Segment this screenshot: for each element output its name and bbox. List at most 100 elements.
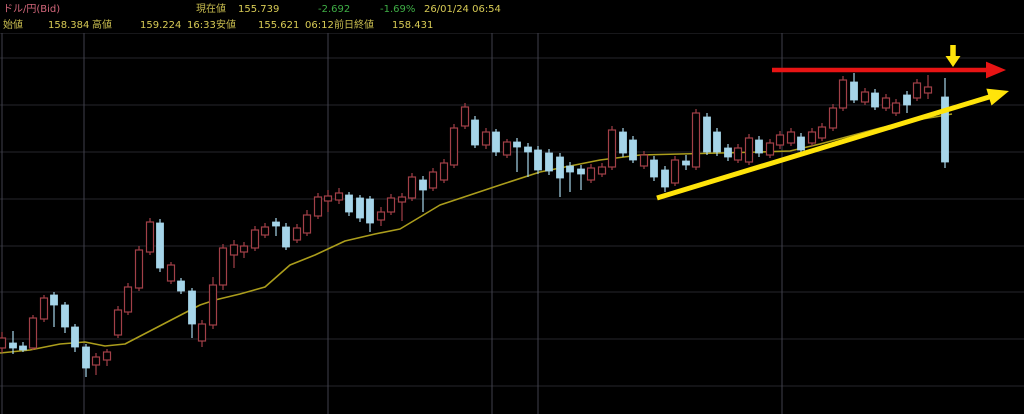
candle-body	[177, 280, 185, 292]
candle-body	[9, 342, 17, 349]
drop-marker-arrow[interactable]	[945, 45, 961, 67]
bearish-candle	[356, 195, 364, 222]
candle-body	[229, 244, 239, 256]
bearish-candle	[513, 138, 521, 172]
bearish-candle	[19, 342, 27, 352]
candle-body	[670, 159, 680, 184]
candle-body	[302, 214, 312, 234]
candle-body	[713, 131, 721, 153]
candle-body	[650, 159, 658, 178]
candle-body	[313, 196, 323, 217]
candle-body	[903, 94, 911, 106]
bullish-candle	[113, 306, 123, 338]
bearish-candle	[156, 219, 164, 272]
high-label: 高値	[92, 20, 112, 31]
bullish-candle	[838, 76, 848, 111]
bullish-candle	[639, 151, 649, 169]
current-price-value: 155.739	[238, 4, 280, 15]
bearish-candle	[524, 143, 532, 177]
candle-body	[639, 154, 649, 167]
bullish-candle	[775, 131, 785, 149]
candles	[0, 73, 949, 377]
bullish-candle	[250, 226, 260, 251]
bullish-candle	[134, 246, 144, 291]
bullish-candle	[145, 218, 155, 255]
bullish-candle	[670, 156, 680, 186]
trend-arrow[interactable]	[656, 88, 1009, 201]
bearish-candle	[871, 89, 879, 110]
bullish-candle	[197, 320, 207, 347]
bearish-candle	[188, 288, 196, 338]
candle-body	[376, 211, 386, 221]
bullish-candle	[91, 353, 101, 375]
candle-body	[607, 129, 617, 168]
bearish-candle	[650, 156, 658, 181]
bearish-candle	[272, 218, 280, 236]
candle-body	[407, 176, 417, 199]
candle-body	[850, 81, 858, 101]
quote-datetime: 26/01/24 06:54	[424, 4, 501, 15]
bearish-candle	[713, 128, 721, 156]
bearish-candle	[534, 146, 542, 174]
candle-body	[619, 131, 627, 154]
candle-body	[691, 112, 701, 168]
candle-body	[91, 356, 101, 366]
high-value: 159.224	[140, 20, 182, 31]
candle-body	[102, 351, 112, 361]
bullish-candle	[807, 128, 817, 146]
candle-body	[19, 345, 27, 351]
bearish-candle	[471, 116, 479, 148]
bearish-candle	[345, 192, 353, 216]
bullish-candle	[786, 128, 796, 146]
resistance-arrow[interactable]	[772, 61, 1006, 79]
bullish-candle	[481, 128, 491, 149]
bearish-candle	[282, 223, 290, 250]
bearish-candle	[492, 129, 500, 156]
bullish-candle	[733, 144, 743, 163]
bullish-candle	[860, 88, 870, 105]
bearish-candle	[682, 155, 690, 170]
candle-body	[39, 297, 49, 320]
grid-lines	[0, 32, 1024, 414]
bearish-candle	[177, 278, 185, 294]
bearish-candle	[724, 144, 732, 161]
bullish-candle	[891, 99, 901, 116]
candle-body	[923, 86, 933, 94]
candle-body	[386, 197, 396, 213]
bullish-candle	[691, 109, 701, 170]
candle-body	[218, 247, 228, 286]
candle-body	[629, 139, 637, 161]
bullish-candle	[923, 75, 933, 99]
candle-body	[145, 221, 155, 253]
candle-body	[397, 196, 407, 203]
candle-body	[208, 284, 218, 326]
bullish-candle	[334, 188, 344, 204]
bearish-candle	[50, 292, 58, 327]
candle-body	[817, 126, 827, 139]
bullish-candle	[239, 242, 249, 258]
bullish-candle	[586, 164, 596, 183]
candle-body	[703, 116, 711, 153]
bearish-candle	[619, 128, 627, 157]
candle-body	[881, 97, 891, 109]
bearish-candle	[577, 165, 585, 190]
bullish-candle	[292, 224, 302, 243]
bullish-candle	[102, 349, 112, 366]
bearish-candle	[366, 196, 374, 232]
bullish-candle	[597, 163, 607, 177]
candle-body	[545, 152, 553, 172]
candle-body	[661, 169, 669, 188]
candle-body	[807, 131, 817, 144]
candle-body	[577, 168, 585, 175]
candle-body	[492, 131, 500, 153]
candle-body	[50, 294, 58, 306]
candle-body	[292, 227, 302, 241]
candle-body	[345, 194, 353, 213]
current-price-label: 現在値	[196, 4, 226, 15]
trend-arrow-head	[986, 88, 1009, 106]
bullish-candle	[386, 194, 396, 215]
low-value: 155.621	[258, 20, 300, 31]
bullish-candle	[323, 190, 333, 212]
